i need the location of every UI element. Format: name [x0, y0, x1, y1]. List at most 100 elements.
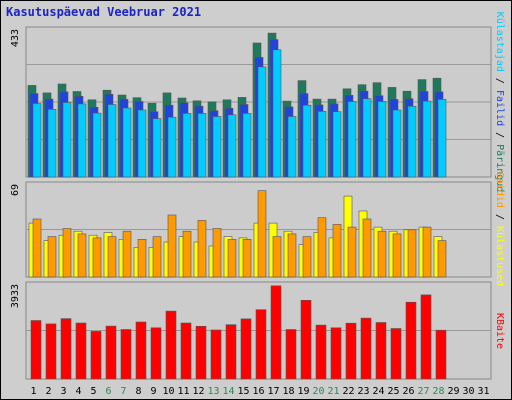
- bar-saidid-11: [182, 230, 192, 278]
- x-tick-23: 23: [357, 386, 369, 397]
- bar-külastajad-25: [392, 109, 402, 178]
- bar-saidid-22: [347, 226, 357, 278]
- x-tick-31: 31: [477, 386, 489, 397]
- bar-kbaite-10: [165, 310, 177, 380]
- legend-entry: Failid: [494, 90, 505, 126]
- bar-külastajad-13: [212, 116, 222, 178]
- x-tick-22: 22: [342, 386, 354, 397]
- x-tick-12: 12: [192, 386, 204, 397]
- y-max-label: 69: [10, 184, 21, 196]
- bar-saidid-3: [62, 228, 72, 278]
- bar-külastajad-16: [257, 66, 267, 178]
- x-tick-21: 21: [327, 386, 339, 397]
- x-tick-11: 11: [177, 386, 189, 397]
- bar-kbaite-17: [270, 285, 282, 380]
- bar-külastajad-22: [347, 101, 357, 178]
- bar-kbaite-20: [315, 324, 327, 380]
- bar-külastajad-24: [377, 101, 387, 178]
- bar-saidid-6: [107, 236, 117, 278]
- bar-saidid-7: [122, 230, 132, 278]
- bar-saidid-1: [32, 218, 42, 278]
- x-tick-4: 4: [75, 386, 81, 397]
- bar-külastajad-5: [92, 112, 102, 178]
- bar-saidid-25: [392, 233, 402, 278]
- bar-kbaite-12: [195, 325, 207, 380]
- bar-kbaite-6: [105, 325, 117, 380]
- bar-saidid-19: [302, 236, 312, 278]
- bar-külastajad-12: [197, 113, 207, 178]
- bar-kbaite-3: [60, 318, 72, 380]
- y-max-label: 433: [10, 29, 21, 47]
- bar-saidid-18: [287, 233, 297, 278]
- x-tick-26: 26: [402, 386, 414, 397]
- bar-kbaite-15: [240, 318, 252, 380]
- x-tick-17: 17: [267, 386, 279, 397]
- bar-külastajad-28: [437, 99, 447, 178]
- bar-saidid-28: [437, 240, 447, 278]
- bar-kbaite-9: [150, 327, 162, 380]
- bar-külastajad-21: [332, 111, 342, 178]
- bar-saidid-4: [77, 233, 87, 278]
- bar-kbaite-25: [390, 328, 402, 380]
- x-tick-13: 13: [207, 386, 219, 397]
- bar-kbaite-24: [375, 322, 387, 380]
- x-tick-14: 14: [222, 386, 234, 397]
- x-tick-28: 28: [432, 386, 444, 397]
- x-tick-27: 27: [417, 386, 429, 397]
- bar-saidid-5: [92, 237, 102, 278]
- x-tick-16: 16: [252, 386, 264, 397]
- x-tick-8: 8: [135, 386, 141, 397]
- bar-saidid-15: [242, 239, 252, 278]
- legend-entry: KBaite: [494, 313, 505, 349]
- y-max-label: 3933: [10, 284, 21, 308]
- bar-külastajad-4: [77, 103, 87, 178]
- bar-saidid-17: [272, 236, 282, 278]
- bar-kbaite-7: [120, 329, 132, 380]
- bar-saidid-27: [422, 226, 432, 278]
- legend-top: Külastajad / Failid / Päringud: [494, 12, 505, 193]
- x-tick-6: 6: [105, 386, 111, 397]
- bar-saidid-14: [227, 239, 237, 278]
- bar-külastajad-27: [422, 100, 432, 178]
- x-tick-2: 2: [45, 386, 51, 397]
- bar-kbaite-18: [285, 329, 297, 380]
- bar-külastajad-10: [167, 116, 177, 178]
- x-tick-15: 15: [237, 386, 249, 397]
- x-tick-19: 19: [297, 386, 309, 397]
- bar-külastajad-1: [32, 103, 42, 178]
- bar-kbaite-4: [75, 322, 87, 380]
- chart-title: Kasutuspäevad Veebruar 2021: [6, 5, 202, 19]
- legend-entry: Külastajad: [494, 12, 505, 72]
- bar-kbaite-27: [420, 294, 432, 380]
- legend-entry: Saidid: [494, 172, 505, 208]
- bar-külastajad-17: [272, 49, 282, 178]
- bar-saidid-12: [197, 220, 207, 278]
- bar-saidid-9: [152, 236, 162, 278]
- bar-kbaite-23: [360, 317, 372, 380]
- x-tick-7: 7: [120, 386, 126, 397]
- x-tick-29: 29: [447, 386, 459, 397]
- bar-saidid-21: [332, 224, 342, 278]
- bar-kbaite-21: [330, 327, 342, 380]
- bar-saidid-2: [47, 236, 57, 278]
- bar-külastajad-15: [242, 113, 252, 178]
- legend-entry: Külastused: [494, 226, 505, 286]
- x-tick-5: 5: [90, 386, 96, 397]
- bar-saidid-16: [257, 190, 267, 278]
- bar-külastajad-2: [47, 109, 57, 178]
- bar-kbaite-22: [345, 322, 357, 380]
- bar-külastajad-7: [122, 107, 132, 178]
- bar-külastajad-19: [302, 104, 312, 178]
- bar-kbaite-16: [255, 309, 267, 380]
- bar-saidid-23: [362, 218, 372, 278]
- bar-kbaite-8: [135, 321, 147, 380]
- bar-külastajad-26: [407, 105, 417, 178]
- x-tick-20: 20: [312, 386, 324, 397]
- x-tick-3: 3: [60, 386, 66, 397]
- bar-külastajad-23: [362, 98, 372, 178]
- bar-saidid-20: [317, 217, 327, 278]
- bar-kbaite-5: [90, 331, 102, 380]
- x-tick-30: 30: [462, 386, 474, 397]
- bar-kbaite-19: [300, 299, 312, 380]
